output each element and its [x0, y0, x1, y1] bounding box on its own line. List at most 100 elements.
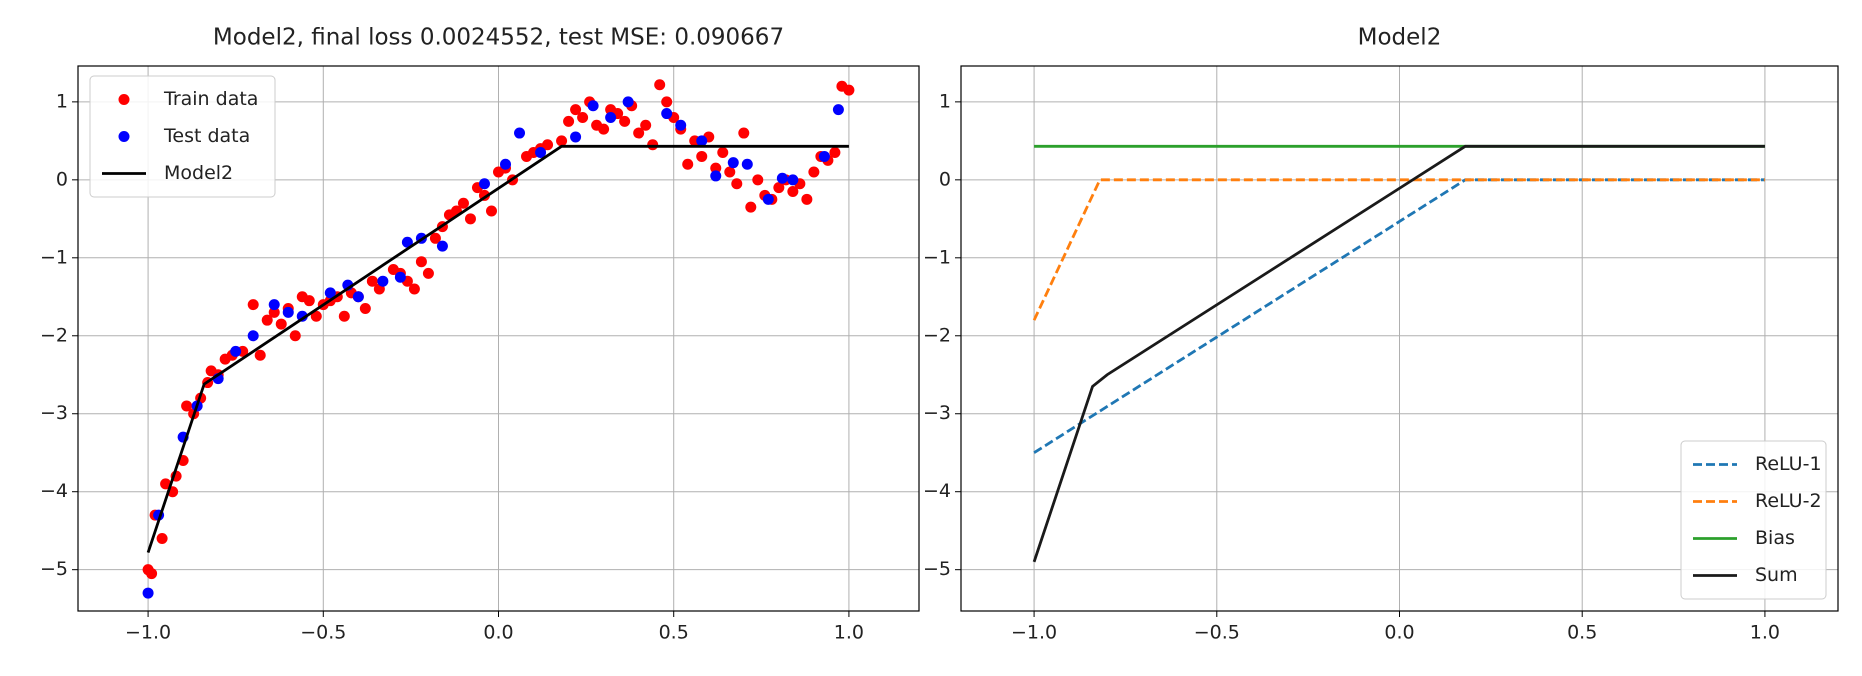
data-point	[738, 127, 750, 139]
data-point	[394, 271, 406, 283]
data-point	[587, 100, 599, 112]
data-point	[727, 157, 739, 169]
plot-area	[1032, 144, 1765, 563]
legend-marker	[118, 131, 130, 142]
x-tick-label: 0.5	[659, 622, 689, 644]
legend: ReLU-1 ReLU-2 Bias Sum	[1680, 440, 1827, 600]
y-tick-label: 1	[56, 90, 68, 112]
data-point	[605, 111, 617, 123]
legend-label: Test data	[163, 125, 250, 147]
series-line	[146, 144, 849, 553]
data-point	[275, 318, 287, 330]
data-point	[457, 197, 469, 209]
data-point	[640, 119, 652, 131]
y-tick-label: −3	[40, 402, 68, 424]
chart-title: Model2, final loss 0.0024552, test MSE: …	[213, 25, 784, 51]
data-point	[731, 178, 743, 190]
data-point	[832, 104, 844, 116]
data-point	[829, 147, 841, 159]
data-point	[359, 302, 371, 314]
y-tick-label: 1	[939, 90, 951, 112]
data-point	[818, 150, 830, 162]
data-point	[156, 532, 168, 544]
series-line	[1032, 144, 1765, 563]
data-point	[261, 314, 273, 326]
data-point	[401, 236, 413, 248]
chart-title: Model2	[1358, 25, 1442, 51]
data-point	[514, 127, 526, 139]
x-tick-label: 1.0	[1750, 622, 1780, 644]
data-point	[710, 162, 722, 174]
x-tick-label: −0.5	[300, 622, 346, 644]
x-tick-label: 1.0	[834, 622, 864, 644]
data-point	[622, 96, 634, 108]
data-point	[247, 299, 259, 311]
data-point	[303, 295, 315, 307]
data-point	[415, 256, 427, 268]
y-tick-label: −5	[923, 558, 951, 580]
data-point	[282, 306, 294, 318]
legend-label: ReLU-2	[1755, 490, 1822, 512]
data-point	[310, 310, 322, 322]
data-point	[710, 170, 722, 182]
data-point	[254, 349, 266, 361]
legend-label: Train data	[163, 88, 258, 110]
series-line	[1032, 178, 1765, 321]
data-point	[464, 213, 476, 225]
data-point	[268, 299, 280, 311]
legend-box	[89, 75, 276, 198]
data-point	[801, 193, 813, 205]
data-point	[352, 291, 364, 303]
data-point	[324, 287, 336, 299]
data-point	[661, 96, 673, 108]
data-point	[776, 172, 788, 184]
data-point	[675, 119, 687, 131]
data-point	[338, 310, 350, 322]
data-point	[843, 84, 855, 96]
x-tick-label: −0.5	[1194, 622, 1240, 644]
data-point	[745, 201, 757, 213]
y-tick-label: −4	[923, 480, 951, 502]
data-point	[142, 587, 154, 599]
legend-label: ReLU-1	[1755, 453, 1822, 475]
data-point	[633, 127, 645, 139]
data-point	[598, 123, 610, 135]
data-point	[556, 135, 568, 147]
y-tick-label: −2	[923, 324, 951, 346]
y-tick-label: −1	[923, 246, 951, 268]
data-point	[429, 232, 441, 244]
x-tick-label: −1.0	[1011, 622, 1057, 644]
data-point	[696, 150, 708, 162]
data-point	[478, 178, 490, 190]
x-tick-label: −1.0	[125, 622, 171, 644]
y-tick-label: −4	[40, 480, 68, 502]
data-point	[808, 166, 820, 178]
data-point	[408, 283, 420, 295]
data-point	[181, 400, 193, 412]
data-point	[570, 104, 582, 116]
data-point	[682, 158, 694, 170]
data-point	[542, 139, 554, 151]
y-tick-label: −1	[40, 246, 68, 268]
data-point	[500, 158, 512, 170]
y-tick-label: −3	[923, 402, 951, 424]
data-point	[160, 478, 172, 490]
axes-frame	[960, 65, 1839, 612]
data-point	[773, 182, 785, 194]
data-point	[762, 193, 774, 205]
data-point	[787, 174, 799, 186]
legend-label: Model2	[164, 162, 233, 184]
data-point	[485, 205, 497, 217]
data-point	[563, 115, 575, 127]
data-point	[436, 240, 448, 252]
legend-label: Sum	[1755, 564, 1798, 586]
plot-area	[142, 79, 855, 599]
axes: Model2, final loss 0.0024552, test MSE: …	[40, 25, 920, 644]
data-point	[570, 131, 582, 143]
x-tick-label: 0.0	[1384, 622, 1414, 644]
data-point	[741, 158, 753, 170]
legend-marker	[118, 94, 130, 105]
data-point	[577, 111, 589, 123]
x-tick-label: 0.0	[483, 622, 513, 644]
